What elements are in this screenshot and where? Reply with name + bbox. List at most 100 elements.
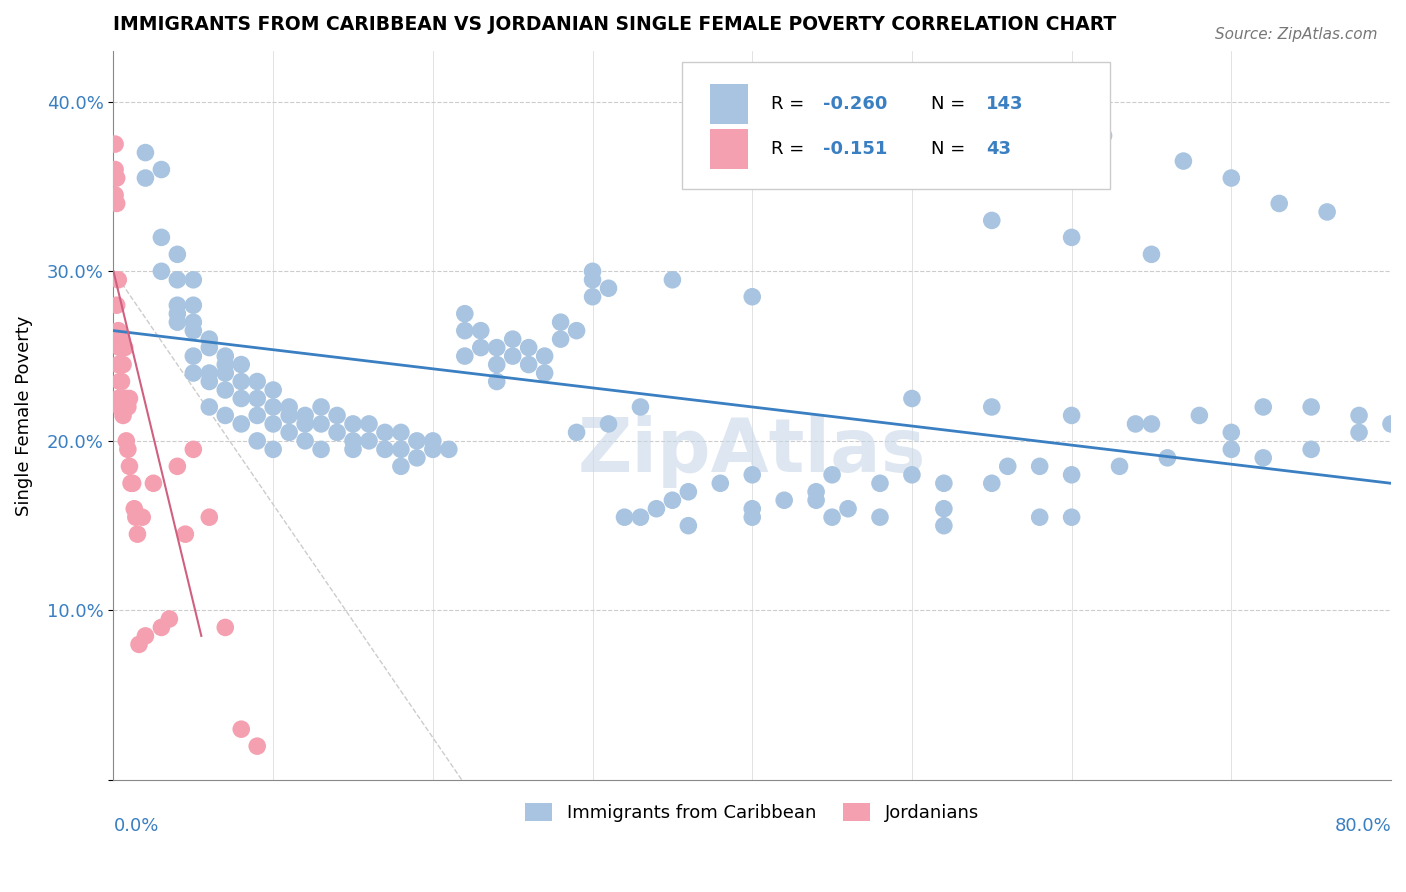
Point: [342, 442, 364, 457]
Point: [1348, 425, 1371, 440]
Point: [630, 400, 652, 414]
Point: [174, 527, 197, 541]
Point: [470, 324, 492, 338]
Point: [741, 290, 763, 304]
Point: [581, 273, 603, 287]
Point: [166, 307, 188, 321]
Point: [533, 349, 555, 363]
Point: [142, 476, 165, 491]
Point: [565, 324, 588, 338]
Point: [104, 137, 127, 152]
Point: [389, 425, 412, 440]
Point: [150, 264, 173, 278]
Text: N =: N =: [931, 95, 972, 113]
Point: [183, 442, 205, 457]
Point: [105, 298, 128, 312]
Point: [980, 400, 1002, 414]
Point: [294, 417, 316, 431]
Point: [326, 409, 349, 423]
Point: [125, 510, 148, 524]
Point: [581, 290, 603, 304]
Point: [1379, 417, 1402, 431]
Point: [231, 375, 253, 389]
Point: [214, 358, 236, 372]
Point: [901, 467, 924, 482]
Point: [166, 298, 188, 312]
Point: [598, 417, 620, 431]
Point: [107, 358, 129, 372]
Point: [214, 620, 236, 634]
Point: [454, 307, 477, 321]
Point: [837, 501, 859, 516]
Point: [485, 358, 508, 372]
Point: [134, 145, 156, 160]
Text: N =: N =: [931, 140, 977, 158]
Point: [114, 392, 136, 406]
Point: [1140, 417, 1163, 431]
Y-axis label: Single Female Poverty: Single Female Poverty: [15, 315, 32, 516]
Point: [661, 273, 683, 287]
Point: [198, 366, 221, 380]
Point: [294, 434, 316, 448]
Point: [183, 273, 205, 287]
Point: [357, 434, 380, 448]
Point: [1220, 442, 1243, 457]
Point: [108, 341, 131, 355]
Point: [117, 442, 139, 457]
Text: IMMIGRANTS FROM CARIBBEAN VS JORDANIAN SINGLE FEMALE POVERTY CORRELATION CHART: IMMIGRANTS FROM CARIBBEAN VS JORDANIAN S…: [114, 15, 1116, 34]
Point: [104, 162, 127, 177]
Point: [278, 400, 301, 414]
Point: [1060, 409, 1083, 423]
Point: [115, 392, 138, 406]
Point: [134, 171, 156, 186]
Point: [121, 476, 143, 491]
Point: [678, 518, 700, 533]
FancyBboxPatch shape: [682, 62, 1109, 189]
Point: [389, 442, 412, 457]
Point: [357, 417, 380, 431]
Point: [470, 341, 492, 355]
Text: R =: R =: [772, 95, 810, 113]
Point: [1028, 510, 1050, 524]
Text: Source: ZipAtlas.com: Source: ZipAtlas.com: [1215, 27, 1378, 42]
Point: [581, 264, 603, 278]
Point: [422, 434, 444, 448]
Point: [533, 366, 555, 380]
Point: [1060, 467, 1083, 482]
Point: [214, 349, 236, 363]
Point: [1251, 450, 1274, 465]
Point: [134, 629, 156, 643]
Point: [1060, 510, 1083, 524]
Point: [166, 273, 188, 287]
Point: [294, 409, 316, 423]
Point: [104, 188, 127, 202]
Point: [997, 459, 1019, 474]
Point: [741, 501, 763, 516]
Point: [117, 400, 139, 414]
Point: [110, 375, 132, 389]
Text: 43: 43: [986, 140, 1011, 158]
Text: R =: R =: [772, 140, 815, 158]
Point: [550, 332, 572, 346]
Point: [1220, 171, 1243, 186]
Text: -0.151: -0.151: [823, 140, 887, 158]
Point: [231, 358, 253, 372]
Point: [869, 510, 891, 524]
Point: [406, 434, 429, 448]
Point: [326, 425, 349, 440]
Point: [1125, 417, 1147, 431]
Point: [804, 484, 827, 499]
Point: [231, 722, 253, 736]
Point: [183, 315, 205, 329]
Point: [108, 400, 131, 414]
Point: [406, 450, 429, 465]
Point: [262, 383, 284, 397]
Point: [485, 341, 508, 355]
Point: [198, 400, 221, 414]
Point: [980, 213, 1002, 227]
Point: [166, 247, 188, 261]
Point: [502, 349, 524, 363]
Point: [374, 425, 396, 440]
Point: [198, 375, 221, 389]
Point: [105, 196, 128, 211]
